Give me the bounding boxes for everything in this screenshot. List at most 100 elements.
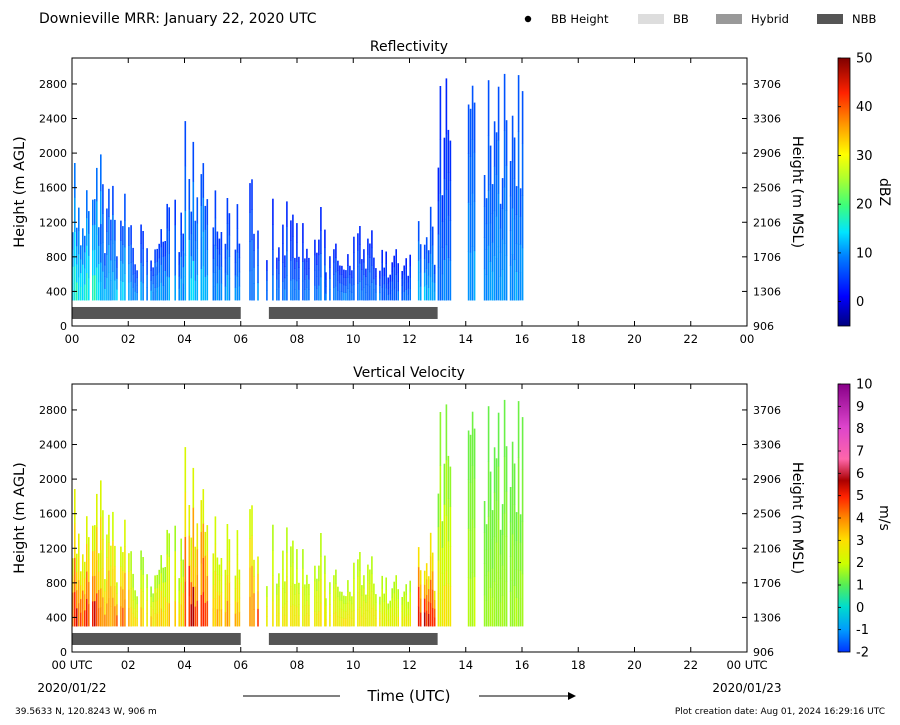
reflectivity-echo-cell bbox=[383, 267, 385, 277]
velocity-echo-cell bbox=[449, 546, 452, 587]
velocity-echo-cell bbox=[509, 556, 512, 592]
velocity-echo-cell bbox=[487, 406, 490, 462]
reflectivity-echo-cell bbox=[501, 269, 504, 301]
reflectivity-echo-cell bbox=[182, 233, 184, 251]
reflectivity-echo-cell bbox=[515, 186, 518, 215]
velocity-echo-cell bbox=[218, 610, 221, 627]
velocity-echo-cell bbox=[253, 576, 255, 594]
reflectivity-echo-cell bbox=[212, 272, 215, 287]
velocity-echo-cell bbox=[499, 602, 502, 627]
velocity-echo-cell bbox=[351, 618, 353, 627]
velocity-echo-cell bbox=[379, 611, 381, 620]
reflectivity-echo-cell bbox=[403, 282, 405, 292]
velocity-echo-cell bbox=[447, 498, 450, 542]
velocity-echo-cell bbox=[343, 595, 345, 604]
velocity-echo-cell bbox=[325, 619, 327, 627]
velocity-echo-cell bbox=[375, 610, 377, 619]
reflectivity-echo-cell bbox=[84, 251, 86, 269]
reflectivity-echo-cell bbox=[298, 278, 300, 290]
velocity-echo-cell bbox=[96, 593, 98, 627]
velocity-echo-cell bbox=[333, 600, 335, 614]
velocity-echo-cell bbox=[238, 597, 241, 613]
velocity-echo-cell bbox=[335, 569, 337, 585]
reflectivity-echo-cell bbox=[228, 278, 231, 301]
velocity-echo-cell bbox=[441, 521, 444, 548]
reflectivity-echo-cell bbox=[367, 238, 369, 255]
reflectivity-echo-cell bbox=[387, 288, 389, 295]
reflectivity-echo-cell bbox=[278, 286, 280, 301]
velocity-echo-cell bbox=[443, 544, 446, 586]
velocity-echo-cell bbox=[184, 447, 187, 493]
velocity-echo-cell bbox=[333, 587, 335, 601]
reflectivity-echo-cell bbox=[387, 294, 389, 301]
velocity-echo-cell bbox=[166, 602, 168, 627]
reflectivity-echo-cell bbox=[345, 277, 347, 286]
reflectivity-echo-cell bbox=[503, 187, 506, 244]
reflectivity-x-tick-label: 22 bbox=[683, 332, 698, 346]
velocity-echo-cell bbox=[341, 617, 343, 627]
velocity-echo-cell bbox=[407, 601, 409, 609]
velocity-echo-cell bbox=[152, 617, 154, 627]
reflectivity-echo-cell bbox=[100, 190, 102, 228]
reflectivity-echo-cell bbox=[405, 268, 407, 280]
reflectivity-echo-cell bbox=[204, 205, 207, 230]
velocity-y-tick-label-right: 3306 bbox=[753, 439, 781, 452]
velocity-echo-cell bbox=[266, 586, 268, 597]
reflectivity-echo-cell bbox=[316, 264, 318, 277]
reflectivity-echo-cell bbox=[94, 199, 96, 225]
reflectivity-echo-cell bbox=[443, 218, 446, 260]
velocity-x-tick-label: 04 bbox=[177, 658, 192, 672]
velocity-echo-cell bbox=[304, 594, 306, 606]
reflectivity-echo-cell bbox=[431, 281, 434, 301]
reflectivity-echo-cell bbox=[249, 270, 251, 301]
velocity-echo-cell bbox=[485, 600, 488, 627]
reflectivity-y-tick-label-right: 1706 bbox=[753, 251, 781, 264]
velocity-echo-cell bbox=[447, 583, 450, 627]
reflectivity-echo-cell bbox=[158, 286, 160, 301]
reflectivity-echo-cell bbox=[359, 281, 361, 301]
velocity-echo-cell bbox=[96, 560, 98, 594]
velocity-echo-cell bbox=[391, 616, 393, 627]
velocity-echo-cell bbox=[180, 560, 182, 583]
reflectivity-echo-cell bbox=[351, 285, 353, 293]
reflectivity-nbb-bar bbox=[268, 306, 438, 319]
reflectivity-x-tick-label: 08 bbox=[290, 332, 305, 346]
velocity-echo-cell bbox=[308, 583, 310, 595]
velocity-echo-cell bbox=[80, 571, 82, 586]
velocity-echo-cell bbox=[236, 530, 239, 555]
reflectivity-echo-cell bbox=[473, 201, 476, 252]
velocity-echo-cell bbox=[276, 604, 278, 616]
reflectivity-echo-cell bbox=[375, 284, 377, 293]
velocity-echo-cell bbox=[324, 555, 326, 574]
reflectivity-echo-cell bbox=[124, 246, 126, 274]
velocity-echo-cell bbox=[104, 602, 106, 615]
velocity-x-tick-label: 00 UTC bbox=[51, 658, 92, 672]
reflectivity-echo-cell bbox=[214, 245, 217, 273]
velocity-echo-cell bbox=[511, 580, 514, 627]
reflectivity-y-tick-label-left: 800 bbox=[46, 251, 67, 264]
velocity-echo-cell bbox=[104, 590, 106, 603]
velocity-echo-cell bbox=[373, 615, 375, 627]
velocity-echo-cell bbox=[226, 549, 229, 576]
velocity-echo-cell bbox=[316, 578, 318, 591]
reflectivity-echo-cell bbox=[427, 250, 430, 264]
velocity-echo-cell bbox=[98, 571, 100, 590]
velocity-echo-cell bbox=[304, 615, 306, 627]
velocity-echo-cell bbox=[515, 540, 518, 570]
reflectivity-echo-cell bbox=[443, 137, 446, 179]
reflectivity-echo-cell bbox=[503, 130, 506, 188]
velocity-echo-cell bbox=[387, 614, 389, 621]
velocity-echo-cell bbox=[292, 562, 294, 584]
velocity-echo-cell bbox=[184, 536, 187, 582]
reflectivity-echo-cell bbox=[302, 223, 304, 243]
reflectivity-echo-cell bbox=[188, 209, 191, 240]
reflectivity-echo-cell bbox=[320, 253, 322, 278]
reflectivity-echo-cell bbox=[320, 207, 322, 231]
velocity-echo-cell bbox=[495, 458, 498, 501]
velocity-echo-cell bbox=[445, 459, 448, 516]
velocity-echo-cell bbox=[290, 606, 292, 627]
reflectivity-echo-cell bbox=[501, 208, 504, 240]
reflectivity-echo-cell bbox=[437, 233, 440, 268]
reflectivity-echo-cell bbox=[76, 245, 78, 265]
velocity-colorbar-ticks: -2 -1 0 1 2 3 4 5 6 7 8 9 10 bbox=[838, 378, 873, 661]
